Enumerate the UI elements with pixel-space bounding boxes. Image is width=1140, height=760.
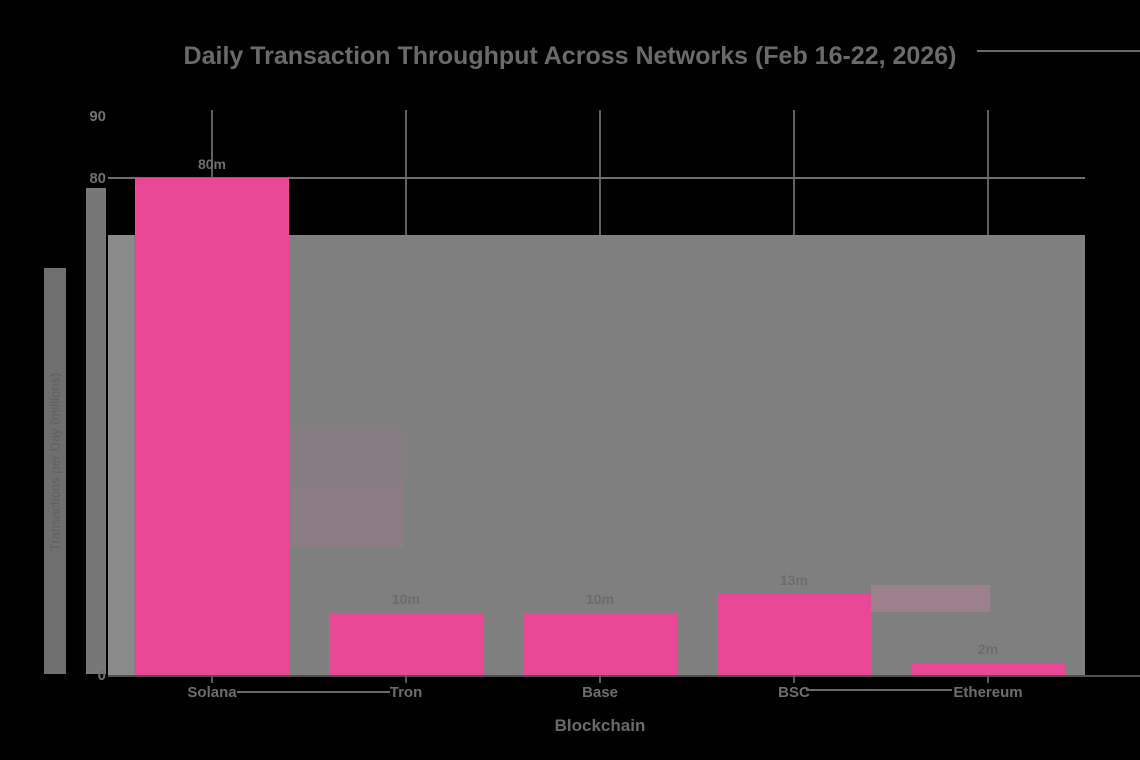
x-tick bbox=[211, 675, 213, 683]
title-smear-line bbox=[977, 50, 1140, 52]
ghost-smear-rect bbox=[290, 487, 404, 547]
y-tick-label: 90 bbox=[89, 107, 106, 125]
bar-bsc[interactable] bbox=[717, 594, 871, 675]
bar-base[interactable] bbox=[523, 612, 677, 675]
y-axis-tick-smear-column bbox=[86, 188, 106, 674]
y-tick-label: 80 bbox=[89, 170, 106, 187]
x-tick bbox=[405, 675, 407, 683]
y-axis-title-smear-column bbox=[44, 268, 66, 674]
x-tick bbox=[599, 675, 601, 683]
ghost-smear-rect bbox=[290, 428, 404, 487]
bar-value-label: 10m bbox=[585, 590, 615, 607]
x-tick bbox=[793, 675, 795, 683]
x-tick-label: Base bbox=[582, 684, 618, 701]
bar-value-label: 80m bbox=[197, 156, 227, 172]
x-axis-title: Blockchain bbox=[554, 716, 646, 735]
plot-smear-left-strip bbox=[108, 235, 134, 675]
bar-solana[interactable] bbox=[135, 178, 289, 675]
bar-tron[interactable] bbox=[329, 612, 483, 675]
x-tick-label: Tron bbox=[389, 684, 423, 701]
smear-artifact-line bbox=[806, 689, 952, 691]
bar-value-label: 10m bbox=[391, 590, 421, 607]
chart-title: Daily Transaction Throughput Across Netw… bbox=[183, 42, 957, 70]
x-tick-label: Ethereum bbox=[953, 684, 1023, 701]
y-axis-title-text: Transactions per Day (millions) bbox=[47, 372, 63, 552]
bar-value-label: 2m bbox=[977, 640, 999, 657]
bar-ethereum[interactable] bbox=[911, 662, 1065, 675]
x-tick bbox=[987, 675, 989, 683]
gridline-horizontal bbox=[108, 177, 1085, 179]
bar-value-label: 13m bbox=[779, 572, 809, 589]
x-tick-label: BSC bbox=[778, 684, 810, 701]
x-axis-line bbox=[108, 675, 1140, 677]
y-tick-label: 0 bbox=[97, 667, 106, 684]
ghost-smear-rect bbox=[871, 585, 990, 612]
smear-artifact-line bbox=[237, 691, 390, 693]
x-tick-label: Solana bbox=[187, 684, 237, 701]
